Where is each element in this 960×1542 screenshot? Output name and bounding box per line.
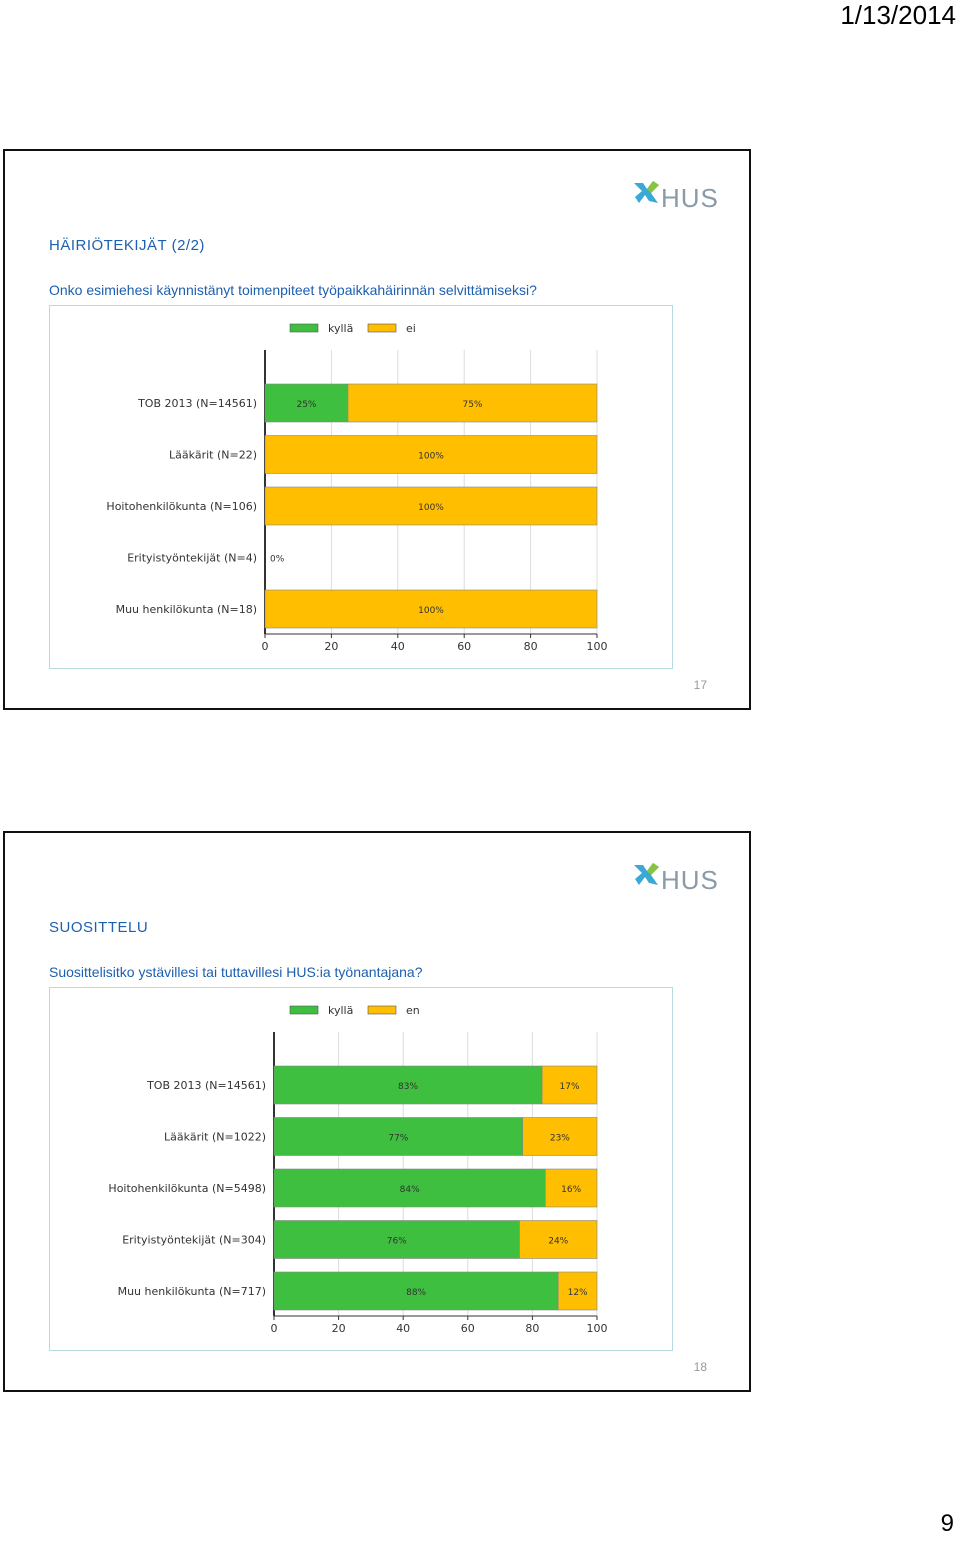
slide-title: SUOSITTELU [49, 919, 149, 936]
legend-swatch-0 [289, 323, 319, 333]
bar-value-label: 100% [418, 606, 444, 616]
bar-ei [347, 383, 598, 423]
x-tick-label: 40 [396, 1322, 410, 1335]
slide-17: HUS HÄIRIÖTEKIJÄT (2/2) Onko esimiehesi … [3, 149, 751, 710]
x-tick-label: 80 [525, 1322, 539, 1335]
x-tick-label: 20 [332, 1322, 346, 1335]
category-label: Lääkärit (N=22) [169, 449, 257, 462]
slide-title: HÄIRIÖTEKIJÄT (2/2) [49, 237, 205, 254]
page-number: 9 [940, 1510, 954, 1537]
x-tick-label: 20 [324, 640, 338, 653]
bar-en [557, 1271, 598, 1311]
legend-label-0: kyllä [328, 1004, 353, 1017]
slide-question: Onko esimiehesi käynnistänyt toimenpitee… [49, 282, 537, 298]
bar-en [545, 1168, 598, 1208]
category-label: Erityistyöntekijät (N=304) [122, 1234, 266, 1247]
logo-text: HUS [661, 865, 719, 895]
bar-value-label: 12% [568, 1288, 588, 1298]
legend-swatch-0 [289, 1005, 319, 1015]
category-label: Muu henkilökunta (N=18) [116, 603, 257, 616]
bar-kyllä [273, 1117, 524, 1156]
legend-swatch-1 [367, 1005, 397, 1015]
chart-2: 0 20 40 60 80 100 kyllä en TOB 2013 (N=14561) 83%… [49, 987, 673, 1351]
bar-value-label: 83% [398, 1082, 418, 1092]
category-label: Erityistyöntekijät (N=4) [127, 552, 257, 565]
category-label: TOB 2013 (N=14561) [137, 397, 257, 410]
chart-1: 0 20 40 60 80 100 kyllä ei TOB 2013 (N=14561) 25%… [49, 305, 673, 669]
category-label: Muu henkilökunta (N=717) [118, 1285, 266, 1298]
slide-number: 17 [693, 678, 707, 692]
bar-value-label: 75% [462, 400, 482, 410]
category-label: TOB 2013 (N=14561) [146, 1079, 266, 1092]
bar-value-label: 23% [550, 1134, 570, 1144]
bar-value-label: 76% [387, 1237, 407, 1247]
x-tick-label: 80 [524, 640, 538, 653]
x-tick-label: 0 [271, 1322, 278, 1335]
x-tick-label: 100 [587, 640, 608, 653]
bar-en [541, 1065, 598, 1105]
bar-value-label: 25% [296, 400, 316, 410]
hus-logo: HUS [631, 177, 721, 217]
bar-kyllä [273, 1065, 543, 1105]
hus-cross-icon [634, 181, 659, 203]
bar-value-label: 88% [406, 1288, 426, 1298]
page-date: 1/13/2014 [840, 0, 956, 30]
bar-ei [264, 589, 598, 629]
x-tick-label: 40 [391, 640, 405, 653]
bar-kyllä [273, 1271, 559, 1311]
category-label: Hoitohenkilökunta (N=106) [106, 500, 257, 513]
category-label: Lääkärit (N=1022) [164, 1131, 266, 1144]
logo-text: HUS [661, 183, 719, 213]
x-tick-label: 100 [587, 1322, 608, 1335]
bar-ei [264, 435, 598, 474]
bar-value-label: 100% [418, 503, 444, 513]
x-tick-label: 60 [461, 1322, 475, 1335]
bar-value-label: 84% [400, 1185, 420, 1195]
legend-label-0: kyllä [328, 322, 353, 335]
bar-value-label: 0% [270, 555, 285, 565]
bar-value-label: 24% [548, 1237, 568, 1247]
bar-kyllä [273, 1220, 520, 1259]
category-label: Hoitohenkilökunta (N=5498) [108, 1182, 266, 1195]
bar-kyllä [264, 383, 349, 423]
legend-swatch-1 [367, 323, 397, 333]
bar-value-label: 100% [418, 452, 444, 462]
x-tick-label: 0 [262, 640, 269, 653]
bar-ei [264, 486, 598, 526]
slide-number: 18 [693, 1360, 707, 1374]
legend-label-1: ei [406, 322, 416, 335]
x-tick-label: 60 [457, 640, 471, 653]
bar-en [522, 1117, 598, 1156]
bar-value-label: 77% [388, 1134, 408, 1144]
chart-2-svg: 0 20 40 60 80 100 kyllä en TOB 2013 (N=14561) 83%… [108, 1004, 608, 1335]
legend-label-1: en [406, 1004, 420, 1017]
chart-1-svg: 0 20 40 60 80 100 kyllä ei TOB 2013 (N=14561) 25%… [106, 322, 608, 653]
hus-logo: HUS [631, 859, 721, 899]
bar-value-label: 17% [560, 1082, 580, 1092]
slide-18: HUS SUOSITTELU Suosittelisitko ystäville… [3, 831, 751, 1392]
slide-question: Suosittelisitko ystävillesi tai tuttavil… [49, 964, 423, 980]
bar-en [519, 1220, 598, 1259]
bar-value-label: 16% [561, 1185, 581, 1195]
bar-kyllä [273, 1168, 546, 1208]
hus-cross-icon [634, 863, 659, 885]
